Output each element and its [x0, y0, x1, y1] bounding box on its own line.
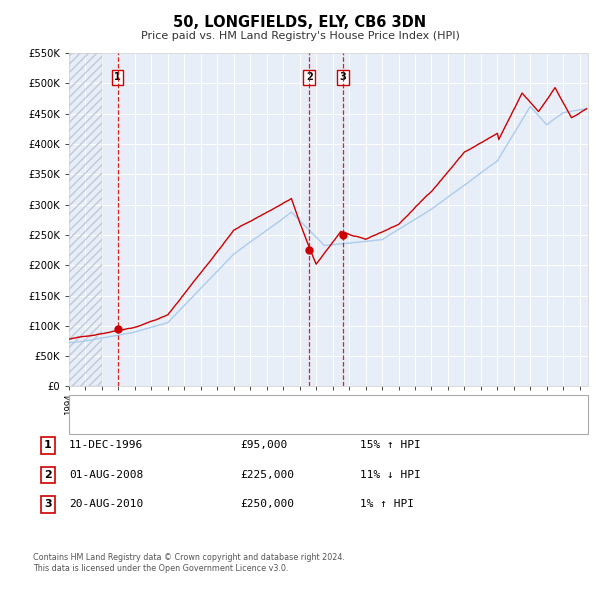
Text: 2: 2 — [44, 470, 52, 480]
Text: 1: 1 — [114, 72, 121, 82]
Text: 50, LONGFIELDS, ELY, CB6 3DN: 50, LONGFIELDS, ELY, CB6 3DN — [173, 15, 427, 30]
Text: £95,000: £95,000 — [240, 441, 287, 450]
Text: 11% ↓ HPI: 11% ↓ HPI — [360, 470, 421, 480]
Text: Price paid vs. HM Land Registry's House Price Index (HPI): Price paid vs. HM Land Registry's House … — [140, 31, 460, 41]
Text: 2: 2 — [306, 72, 313, 82]
Text: 3: 3 — [340, 72, 346, 82]
Text: £250,000: £250,000 — [240, 500, 294, 509]
Text: 1: 1 — [44, 441, 52, 450]
Text: 01-AUG-2008: 01-AUG-2008 — [69, 470, 143, 480]
Text: 1% ↑ HPI: 1% ↑ HPI — [360, 500, 414, 509]
Text: 3: 3 — [44, 500, 52, 509]
Text: 11-DEC-1996: 11-DEC-1996 — [69, 441, 143, 450]
Text: 15% ↑ HPI: 15% ↑ HPI — [360, 441, 421, 450]
Text: Contains HM Land Registry data © Crown copyright and database right 2024.
This d: Contains HM Land Registry data © Crown c… — [33, 553, 345, 573]
Text: £225,000: £225,000 — [240, 470, 294, 480]
Text: 20-AUG-2010: 20-AUG-2010 — [69, 500, 143, 509]
Text: 50, LONGFIELDS, ELY, CB6 3DN (detached house): 50, LONGFIELDS, ELY, CB6 3DN (detached h… — [119, 401, 365, 411]
Text: HPI: Average price, detached house, East Cambridgeshire: HPI: Average price, detached house, East… — [119, 419, 407, 429]
